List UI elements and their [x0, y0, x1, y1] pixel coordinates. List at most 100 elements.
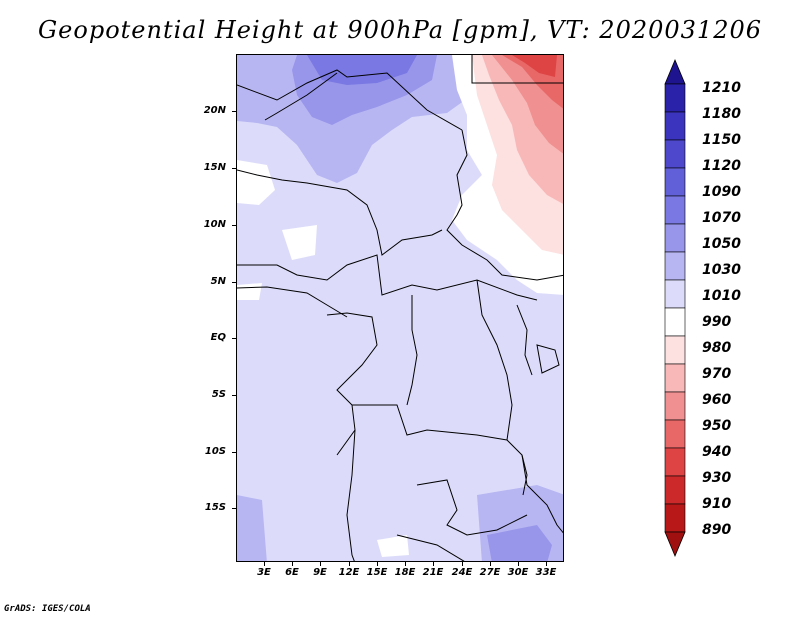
colorbar-label-1210: 1210 [702, 80, 741, 96]
border-zambia [416, 479, 528, 536]
tick-3e [264, 562, 265, 566]
tick-5s [232, 395, 236, 396]
colorbar-label-950: 950 [702, 418, 732, 434]
colorbar-segment [664, 447, 686, 477]
colorbar-segment [664, 83, 686, 113]
tick-15e [377, 562, 378, 566]
field-peak-north [307, 55, 417, 85]
colorbar-label-1150: 1150 [702, 132, 741, 148]
tick-10s [232, 452, 236, 453]
colorbar-label-910: 910 [702, 496, 732, 512]
tick-6e [292, 562, 293, 566]
border-middle [237, 169, 443, 256]
coast-guinea [237, 286, 348, 318]
colorbar-label-1030: 1030 [702, 262, 741, 278]
field-high-southwest [237, 495, 267, 561]
x-label-9e: 9E [313, 567, 327, 578]
y-label-15s: 15S [204, 502, 226, 513]
chart-title: Geopotential Height at 900hPa [gpm], VT:… [38, 16, 762, 44]
border-congo [406, 295, 418, 406]
y-label-eq: EQ [210, 332, 226, 343]
colorbar-top-arrow [664, 58, 686, 85]
field-white-coast [237, 283, 262, 300]
x-label-12e: 12E [338, 567, 360, 578]
tick-15s [232, 508, 236, 509]
colorbar-segment [664, 111, 686, 141]
colorbar-label-1010: 1010 [702, 288, 741, 304]
colorbar-bottom-arrow [664, 531, 686, 558]
colorbar-segment [664, 503, 686, 533]
field-940 [512, 55, 557, 77]
border-northwest [264, 72, 338, 121]
y-label-20n: 20N [203, 105, 226, 116]
field-white-mid [282, 225, 317, 260]
colorbar-segment [664, 223, 686, 253]
tick-12e [349, 562, 350, 566]
colorbar-label-1050: 1050 [702, 236, 741, 252]
border-south [352, 404, 508, 441]
border-southeast [506, 439, 563, 534]
footer-credit: GrADS: IGES/COLA [4, 604, 91, 614]
x-label-33e: 33E [535, 567, 557, 578]
field-higher-southeast [487, 525, 552, 561]
colorbar-label-1120: 1120 [702, 158, 741, 174]
x-label-3e: 3E [257, 567, 271, 578]
lake-victoria [536, 344, 560, 374]
colorbar-label-930: 930 [702, 470, 732, 486]
tick-15n [232, 168, 236, 169]
x-label-21e: 21E [422, 567, 444, 578]
y-label-5n: 5N [210, 276, 226, 287]
colorbar-label-960: 960 [702, 392, 732, 408]
field-white-west [237, 160, 275, 205]
map-field [237, 55, 563, 561]
tick-30e [518, 562, 519, 566]
tick-33e [546, 562, 547, 566]
border-north [237, 69, 463, 131]
colorbar-label-990: 990 [702, 314, 732, 330]
field-white-south [377, 535, 409, 557]
colorbar-label-940: 940 [702, 444, 732, 460]
x-label-18e: 18E [394, 567, 416, 578]
tick-18e [405, 562, 406, 566]
colorbar-label-1180: 1180 [702, 106, 741, 122]
tick-eq [232, 338, 236, 339]
coast-west [326, 312, 378, 456]
x-label-6e: 6E [285, 567, 299, 578]
x-label-15e: 15E [366, 567, 388, 578]
border-bottom [396, 534, 465, 561]
lake-tanganyika [516, 304, 533, 376]
borders [237, 55, 563, 561]
colorbar-segment [664, 475, 686, 505]
y-label-10s: 10S [204, 446, 226, 457]
border-east [446, 129, 563, 281]
colorbar-segment [664, 195, 686, 225]
colorbar-label-970: 970 [702, 366, 732, 382]
border-cameroon [237, 254, 538, 301]
border-great-lakes [476, 279, 513, 441]
colorbar-label-1090: 1090 [702, 184, 741, 200]
colorbar-segment [664, 251, 686, 281]
tick-9e [320, 562, 321, 566]
colorbar-segment [664, 279, 686, 309]
tick-10n [232, 225, 236, 226]
x-label-27e: 27E [479, 567, 501, 578]
colorbar-label-890: 890 [702, 522, 732, 538]
colorbar-segment [664, 419, 686, 449]
tick-27e [490, 562, 491, 566]
y-label-5s: 5S [211, 389, 226, 400]
tick-5n [232, 282, 236, 283]
map-panel [236, 54, 564, 562]
colorbar [664, 58, 686, 558]
colorbar-segment [664, 363, 686, 393]
tick-24e [462, 562, 463, 566]
coast-southwest [346, 429, 356, 561]
tick-21e [433, 562, 434, 566]
colorbar-label-980: 980 [702, 340, 732, 356]
y-label-15n: 15N [203, 162, 226, 173]
lake-malawi [521, 454, 528, 496]
colorbar-segment [664, 391, 686, 421]
colorbar-segment [664, 167, 686, 197]
colorbar-segment [664, 139, 686, 169]
x-label-24e: 24E [451, 567, 473, 578]
y-label-10n: 10N [203, 219, 226, 230]
